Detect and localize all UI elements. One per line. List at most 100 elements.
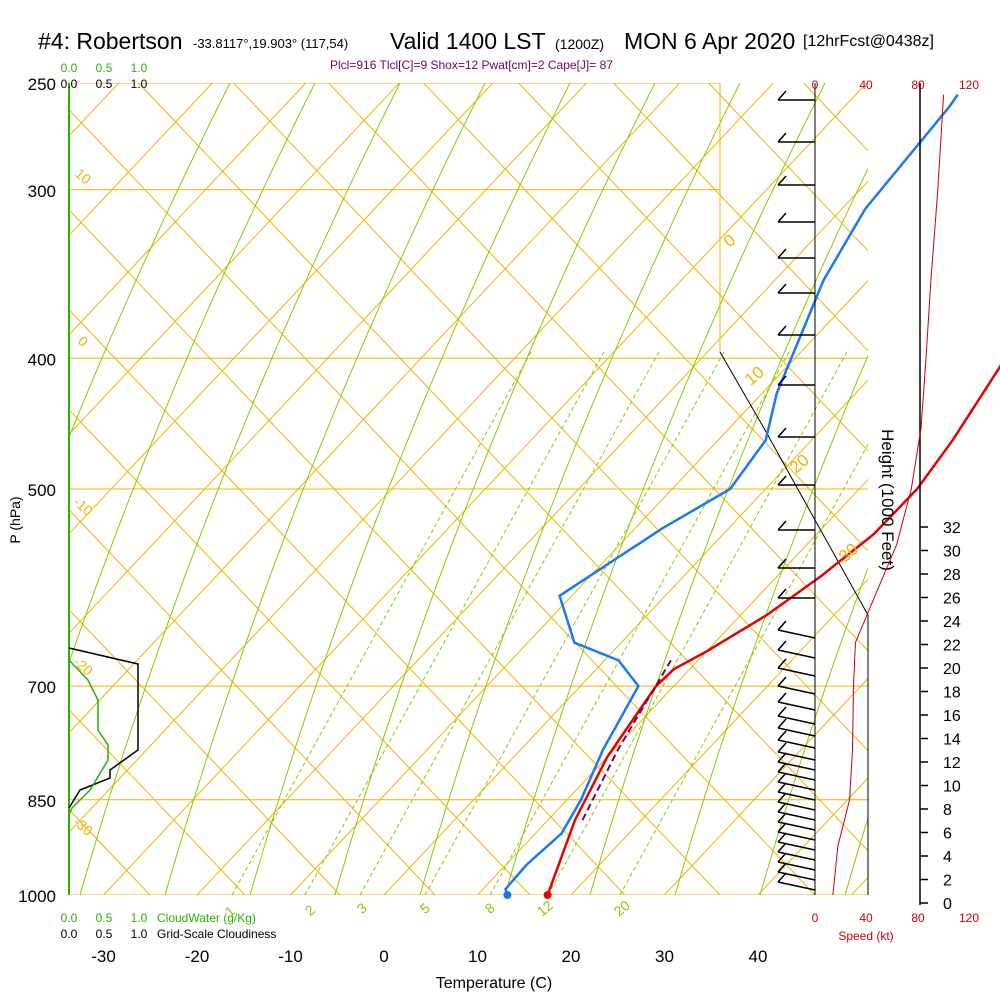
speed-top-tick-label: 120 (959, 78, 979, 92)
wind-barb (777, 811, 816, 821)
temperature-tick-label: -30 (91, 947, 116, 966)
mixing-ratio-label: 2 (302, 901, 318, 918)
mixing-ratio-line (489, 349, 791, 895)
moist-adiabat-line (69, 83, 316, 665)
mixing-ratio-label: 12 (534, 897, 556, 919)
wind-barb-flag (777, 676, 787, 687)
height-tick-label: 22 (943, 638, 961, 655)
height-tick-label: 16 (943, 708, 961, 725)
isotherm-line (664, 677, 868, 895)
adiabat-label: 20 (786, 450, 813, 477)
station-coords: -33.8117°,19.903° (117,54) (193, 36, 349, 51)
dry-adiabat-line (69, 409, 531, 895)
wind-barb-flag (777, 283, 787, 294)
dry-adiabat-line (69, 609, 341, 895)
pressure-tick-label: 700 (28, 678, 56, 697)
height-tick-label: 12 (943, 755, 961, 772)
cloudwater-axis-title: CloudWater (g/Kg) (157, 911, 256, 925)
isotherm-line (69, 83, 400, 436)
wind-barb-flag (777, 862, 787, 873)
dry-adiabat-line (708, 83, 868, 252)
height-tick-label: 32 (943, 520, 961, 537)
isotherm-line (945, 83, 1000, 895)
mixing-ratio-line (424, 349, 726, 895)
height-tick-label: 30 (943, 544, 961, 561)
wind-barb (777, 861, 816, 871)
forecast-info: [12hrFcst@0438z] (803, 33, 934, 50)
speed-top-tick-label: 80 (911, 78, 925, 92)
cloudiness-axis-title: Grid-Scale Cloudiness (157, 927, 276, 941)
wind-barb-flag (777, 640, 787, 651)
surface-temperature-dot (543, 891, 552, 899)
moist-adiabat-line (69, 83, 231, 439)
height-tick-label: 28 (943, 567, 961, 584)
height-axis-title: Height (1000 Feet) (878, 429, 897, 571)
height-tick-label: 14 (943, 732, 961, 749)
wind-barb (777, 831, 816, 841)
wind-barb-flag (777, 772, 787, 783)
isotherm-line (69, 83, 307, 336)
height-tick-label: 18 (943, 685, 961, 702)
wind-barb-flag (777, 248, 787, 259)
height-tick-label: 24 (943, 614, 961, 631)
station-name: #4: Robertson (38, 28, 183, 54)
pressure-tick-label: 300 (28, 182, 56, 201)
wind-barb (777, 667, 816, 677)
height-tick-label: 2 (943, 873, 952, 890)
valid-time: Valid 1400 LST (390, 28, 546, 54)
dry-adiabat-line (613, 83, 868, 352)
speed-bottom-tick-label: 40 (859, 911, 873, 925)
wind-barb-flag (777, 692, 787, 703)
wind-barb-flag (777, 658, 787, 669)
wind-barb (777, 791, 816, 801)
wind-barb-flag (777, 872, 787, 883)
stability-indices: Plcl=916 Tlcl[C]=9 Shox=12 Pwat[cm]=2 Ca… (330, 58, 613, 72)
wind-barb (777, 715, 816, 725)
pressure-tick-label: 850 (28, 792, 56, 811)
isotherm-line (69, 83, 774, 833)
mixing-ratio-label: 20 (611, 897, 633, 919)
wind-barb (777, 881, 816, 891)
wind-barb (777, 761, 816, 771)
wind-barb-flag (777, 706, 787, 717)
adiabat-label: 10 (741, 362, 768, 389)
mixing-ratio-line (304, 349, 606, 895)
wind-barb (777, 727, 816, 737)
moist-adiabat-line (589, 167, 868, 895)
mixing-ratio-label: 3 (354, 899, 370, 916)
wind-barb-flag (777, 762, 787, 773)
mixing-ratio-line (619, 443, 868, 895)
top-cloudiness-scale-label: 0.5 (96, 77, 113, 91)
temperature-axis-title: Temperature (C) (436, 975, 552, 992)
top-cloudwater-scale-label: 0.5 (96, 61, 113, 75)
wind-barb-flag (777, 792, 787, 803)
isotherm-line (851, 876, 868, 895)
dry-adiabat-line (69, 709, 246, 895)
wind-barb (777, 821, 816, 831)
isotherm-line (0, 83, 25, 895)
wind-barb-flag (777, 475, 787, 486)
dry-adiabat-line (138, 83, 868, 852)
moist-adiabat-line (164, 83, 486, 895)
cloudwater-profile (68, 659, 109, 816)
height-tick-label: 26 (943, 591, 961, 608)
moist-adiabat-line (504, 83, 826, 895)
dry-adiabat-line (518, 83, 868, 452)
temperature-tick-label: 0 (379, 947, 388, 966)
left-adiabat-label: 10 (72, 165, 94, 187)
mixing-ratio-line (547, 349, 849, 895)
bottom-cloudiness-scale-label: 1.0 (131, 927, 148, 941)
moist-adiabat-line (930, 83, 1000, 895)
valid-date: MON 6 Apr 2020 (624, 28, 796, 54)
mixing-ratio-label: 5 (417, 899, 433, 916)
isotherm-line (69, 83, 213, 237)
wind-barb-flag (777, 742, 787, 753)
speed-top-tick-label: 0 (812, 78, 819, 92)
isotherm-line (570, 578, 868, 895)
wind-barb (777, 841, 816, 851)
isotherm-line (290, 279, 868, 895)
height-tick-label: 20 (943, 661, 961, 678)
bottom-cloudiness-scale-label: 0.5 (96, 927, 113, 941)
mixing-ratio-label: 8 (482, 899, 498, 916)
